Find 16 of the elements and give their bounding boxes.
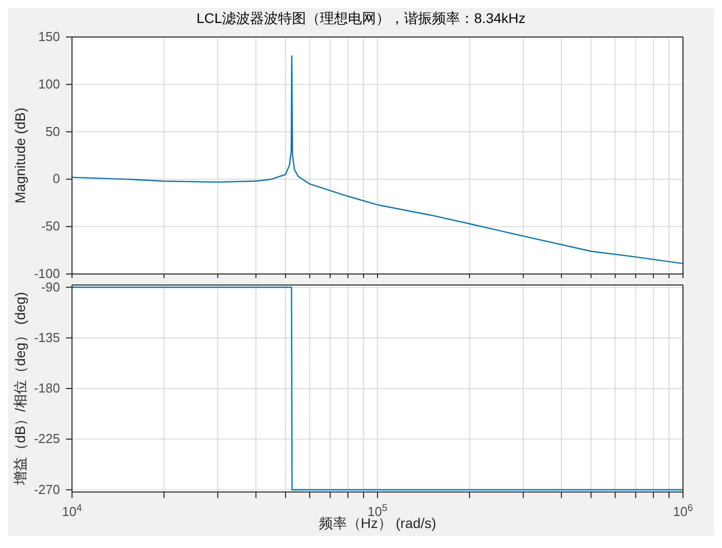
x-tick-label: 10$^{6}$ <box>673 502 693 519</box>
y-tick-label: -135 <box>34 330 60 345</box>
y-axis-title: 增益（dB）/相位（deg） (deg) <box>12 292 28 486</box>
y-tick-label: 0 <box>52 171 60 186</box>
x-tick-label: 10$^{4}$ <box>62 502 83 519</box>
y-tick-label: -270 <box>34 482 60 497</box>
y-axis-title: Magnitude (dB) <box>12 108 28 204</box>
y-tick-label: -90 <box>41 279 60 294</box>
y-tick-label: 100 <box>38 76 60 92</box>
y-tick-label: -225 <box>34 431 60 446</box>
y-tick-label: -180 <box>34 380 60 396</box>
y-tick-label: -50 <box>41 218 60 234</box>
y-tick-label: -100 <box>34 266 60 281</box>
y-tick-label: 50 <box>46 124 60 139</box>
chart-title: LCL滤波器波特图（理想电网），谐振频率：8.34kHz <box>195 9 527 28</box>
y-tick-label: 150 <box>38 29 60 44</box>
